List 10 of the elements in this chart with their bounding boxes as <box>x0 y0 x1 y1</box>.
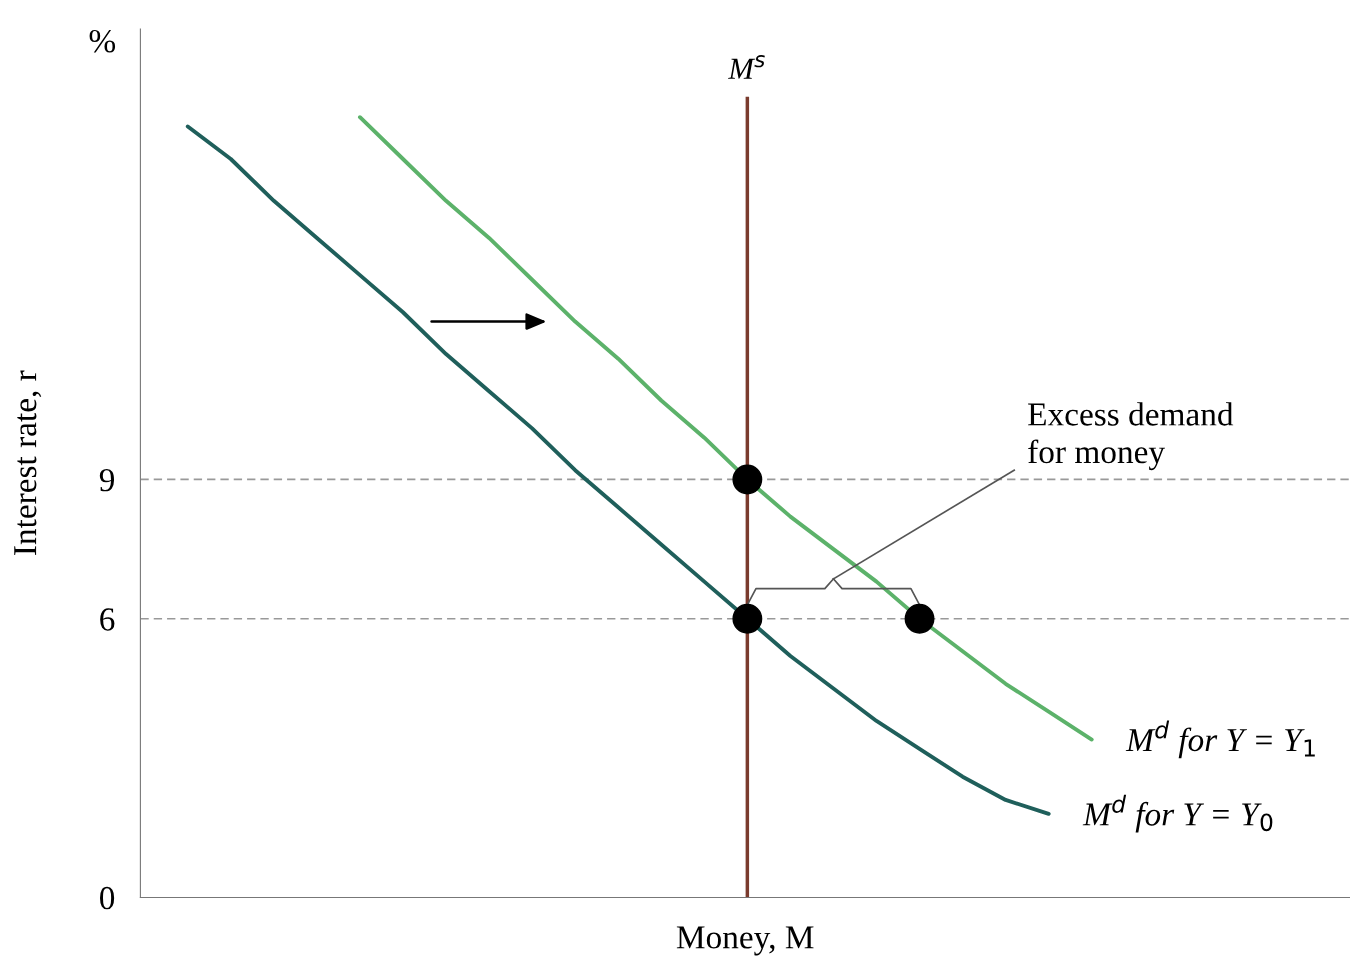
y-tick-label: 0 <box>100 886 115 910</box>
text: % <box>89 29 116 53</box>
y-tick-label: 9 <box>99 468 115 492</box>
series-label: M$^{d}$ for Y = Y$_{1}$ <box>1125 720 1315 759</box>
annotation: M$^{s}$ <box>728 55 765 79</box>
y-tick-label: 6 <box>100 608 115 631</box>
annotation: Excess demand for money <box>1028 402 1234 471</box>
y-axis-title: Interest rate, r <box>14 370 42 555</box>
series-label: M$^{d}$ for Y = Y$_{0}$ <box>1082 794 1273 833</box>
x-axis-title: Money, M <box>676 926 814 956</box>
